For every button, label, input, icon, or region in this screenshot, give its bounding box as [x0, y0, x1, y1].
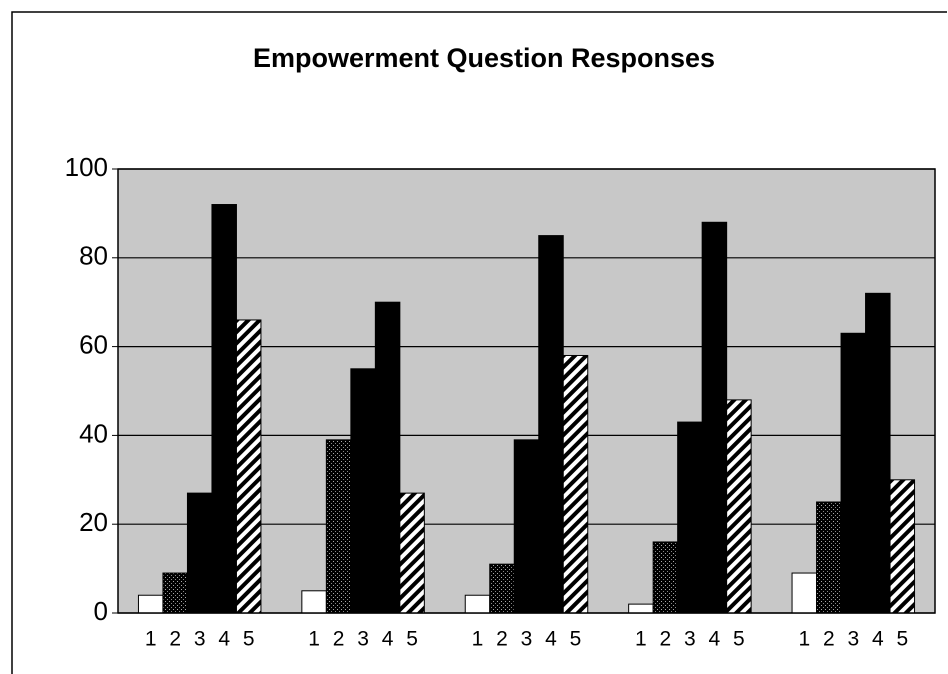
- bar: [350, 368, 376, 614]
- bar: [137, 594, 164, 614]
- x-tick-label: 4: [872, 628, 884, 651]
- y-tick-label: 20: [79, 507, 108, 537]
- bar: [628, 603, 654, 614]
- x-tick-label: 1: [472, 628, 484, 651]
- x-tick-label: 3: [684, 628, 696, 651]
- x-tick-label: 5: [243, 628, 255, 651]
- x-tick-label: 3: [194, 628, 206, 651]
- bar: [513, 439, 540, 614]
- bar: [701, 221, 728, 614]
- bar: [301, 590, 327, 614]
- chart-title: Empowerment Question Responses: [253, 43, 715, 73]
- bar: [235, 319, 262, 614]
- frame: [11, 11, 947, 674]
- x-tick-label: 4: [545, 628, 557, 651]
- bar: [562, 354, 589, 614]
- x-tick-label: 2: [496, 628, 508, 651]
- bar: [464, 594, 491, 614]
- x-tick-label: 3: [357, 628, 369, 651]
- y-tick-label: 0: [94, 596, 108, 626]
- bar: [791, 572, 818, 614]
- y-tick-label: 60: [79, 329, 108, 359]
- x-tick-label: 2: [333, 628, 345, 651]
- y-tick-label: 80: [79, 241, 108, 271]
- x-tick-label: 3: [521, 628, 533, 651]
- x-tick-label: 1: [308, 628, 320, 651]
- x-tick-label: 5: [896, 628, 908, 651]
- bar: [726, 399, 752, 614]
- x-tick-label: 2: [169, 628, 181, 651]
- bar: [186, 492, 213, 614]
- bar: [865, 292, 891, 614]
- x-tick-label: 1: [145, 628, 157, 651]
- bar: [325, 439, 352, 614]
- x-tick-label: 5: [570, 628, 582, 651]
- x-tick-label: 2: [823, 628, 835, 651]
- bar: [677, 421, 703, 614]
- bar: [652, 541, 679, 614]
- y-tick-label: 100: [65, 152, 108, 182]
- plot-border: [117, 168, 936, 614]
- bar: [211, 204, 237, 614]
- x-tick-label: 4: [218, 628, 230, 651]
- bar: [840, 332, 867, 614]
- bar: [162, 572, 188, 614]
- x-tick-label: 5: [406, 628, 418, 651]
- bar: [538, 235, 564, 614]
- bar: [889, 479, 916, 614]
- x-tick-label: 1: [798, 628, 810, 651]
- bar: [489, 563, 515, 614]
- bar: [816, 501, 842, 614]
- x-tick-label: 2: [660, 628, 672, 651]
- x-tick-label: 5: [733, 628, 745, 651]
- x-tick-label: 3: [847, 628, 859, 651]
- bar: [399, 492, 425, 614]
- y-tick-label: 40: [79, 418, 108, 448]
- bar: [374, 301, 401, 614]
- x-tick-label: 1: [635, 628, 647, 651]
- x-tick-label: 4: [382, 628, 394, 651]
- x-tick-label: 4: [709, 628, 721, 651]
